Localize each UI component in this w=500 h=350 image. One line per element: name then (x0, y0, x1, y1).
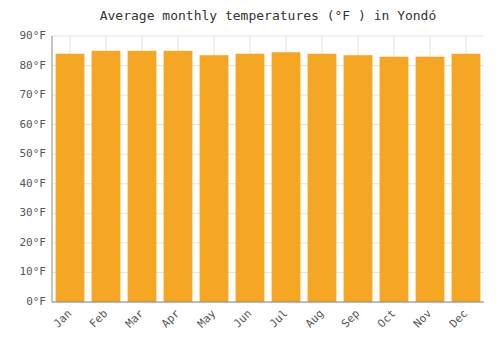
bar (380, 57, 409, 302)
x-tick-label: Nov (411, 307, 435, 331)
bar (56, 54, 85, 302)
x-tick-label: May (195, 307, 219, 331)
x-axis-line (52, 302, 484, 303)
bar (128, 51, 157, 302)
x-tick-label: Jul (267, 307, 290, 330)
x-tick-label: Apr (159, 307, 183, 331)
y-tick-label: 60°F (20, 118, 47, 131)
y-tick-label: 40°F (20, 177, 47, 190)
x-tick-label: Feb (87, 307, 110, 330)
bar (164, 51, 193, 302)
y-tick-label: 70°F (20, 88, 47, 101)
x-tick-label: Jan (51, 307, 74, 330)
bar (92, 51, 121, 302)
chart: 0°F 10°F 20°F 30°F 40°F 50°F 60°F 70°F 80°F 90°F J… (0, 0, 500, 350)
x-tick-label: Mar (123, 307, 147, 331)
bar (272, 52, 301, 302)
y-tick-label: 50°F (20, 147, 47, 160)
grid (52, 36, 484, 302)
title: Average monthly temperatures (°F ) in Yo… (100, 8, 437, 23)
x-tick-label: Jun (231, 307, 254, 330)
y-tick-label: 10°F (20, 265, 47, 278)
y-tick-label: 80°F (20, 59, 47, 72)
x-tick-label: Sep (339, 307, 362, 330)
axes: 0°F 10°F 20°F 30°F 40°F 50°F 60°F 70°F 80°F 90°F J… (20, 29, 471, 330)
y-grid-line (52, 36, 484, 37)
bar (236, 54, 265, 302)
bar (200, 55, 229, 302)
y-tick-label: 90°F (20, 29, 47, 42)
y-tick-label: 20°F (20, 236, 47, 249)
bar (416, 57, 445, 302)
bars (56, 51, 481, 302)
x-tick-label: Aug (303, 307, 326, 330)
bar (452, 54, 481, 302)
y-grid-line (52, 302, 484, 303)
y-axis-line (52, 36, 53, 302)
bar (308, 54, 337, 302)
bar (344, 55, 373, 302)
x-tick-label: Oct (375, 307, 398, 330)
chart-container: 0°F 10°F 20°F 30°F 40°F 50°F 60°F 70°F 80°F 90°F J… (0, 0, 500, 350)
y-tick-label: 30°F (20, 206, 47, 219)
y-tick-label: 0°F (26, 295, 46, 308)
x-tick-label: Dec (447, 307, 470, 330)
